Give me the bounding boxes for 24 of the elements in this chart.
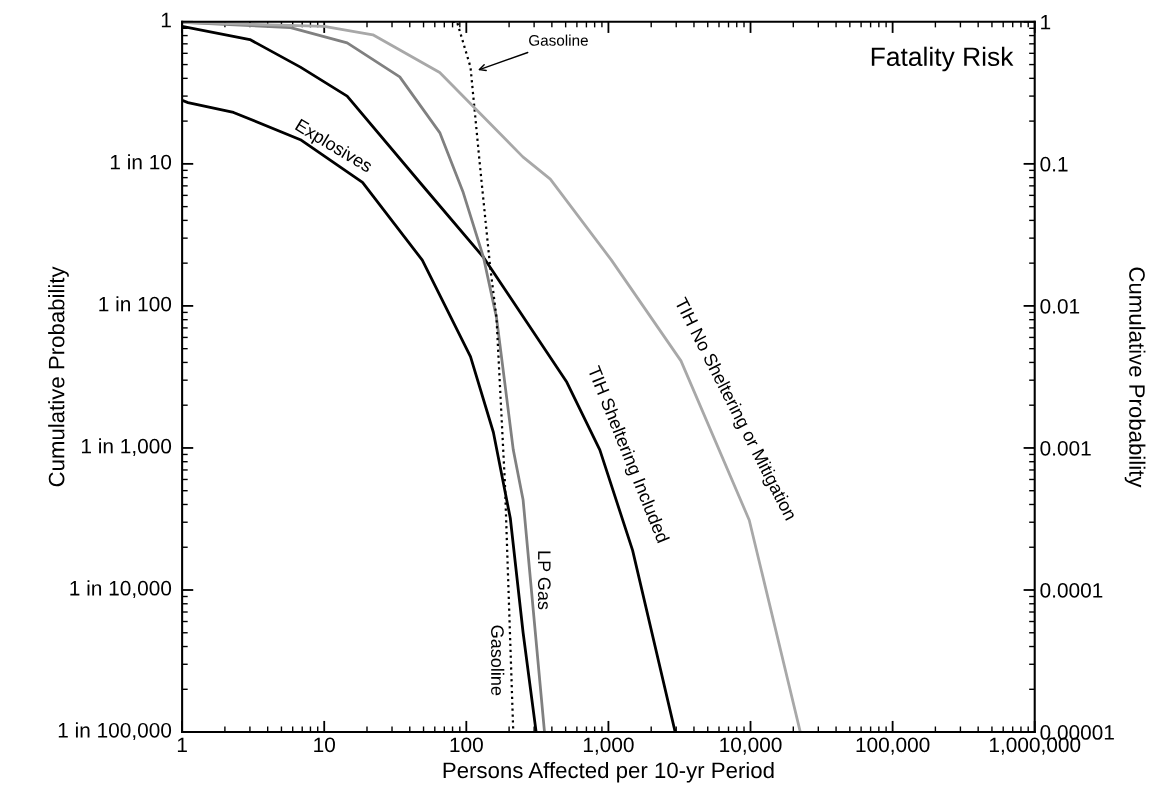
x-tick-label: 10: [314, 737, 335, 753]
annotation: Gasoline: [529, 34, 588, 46]
x-axis-title: Persons Affected per 10-yr Period: [443, 761, 774, 783]
x-tick-label: 100,000: [856, 737, 930, 755]
text: Gasoline: [491, 625, 505, 696]
x-tick-label: 1: [177, 737, 187, 753]
text: 1 in 10: [110, 154, 172, 170]
y2-axis-title: Cumulative Probability: [48, 266, 69, 487]
x-tick-label: 1,000: [583, 737, 634, 755]
y-tick-label: 0.01: [1040, 298, 1080, 314]
text: Fatality Risk: [871, 46, 1014, 72]
text: 1 in 1,000: [81, 438, 172, 457]
x-tick-label: 10,000: [720, 737, 782, 755]
y-tick-label: 0.0001: [1040, 583, 1103, 598]
text: LP Gas: [537, 551, 551, 610]
text: 1 in 10,000: [70, 580, 172, 599]
y-axis-title: Cumulative Probability: [1124, 267, 1146, 488]
y-tick-label: 0.1: [1040, 156, 1068, 172]
x-tick-label: 100: [450, 737, 483, 753]
text: 1: [161, 12, 171, 28]
text: 1 in 100,000: [58, 722, 172, 741]
y-tick-label: 1: [1041, 15, 1051, 30]
y-tick-label: 0.001: [1040, 440, 1091, 456]
text: 1 in 100: [99, 296, 172, 312]
